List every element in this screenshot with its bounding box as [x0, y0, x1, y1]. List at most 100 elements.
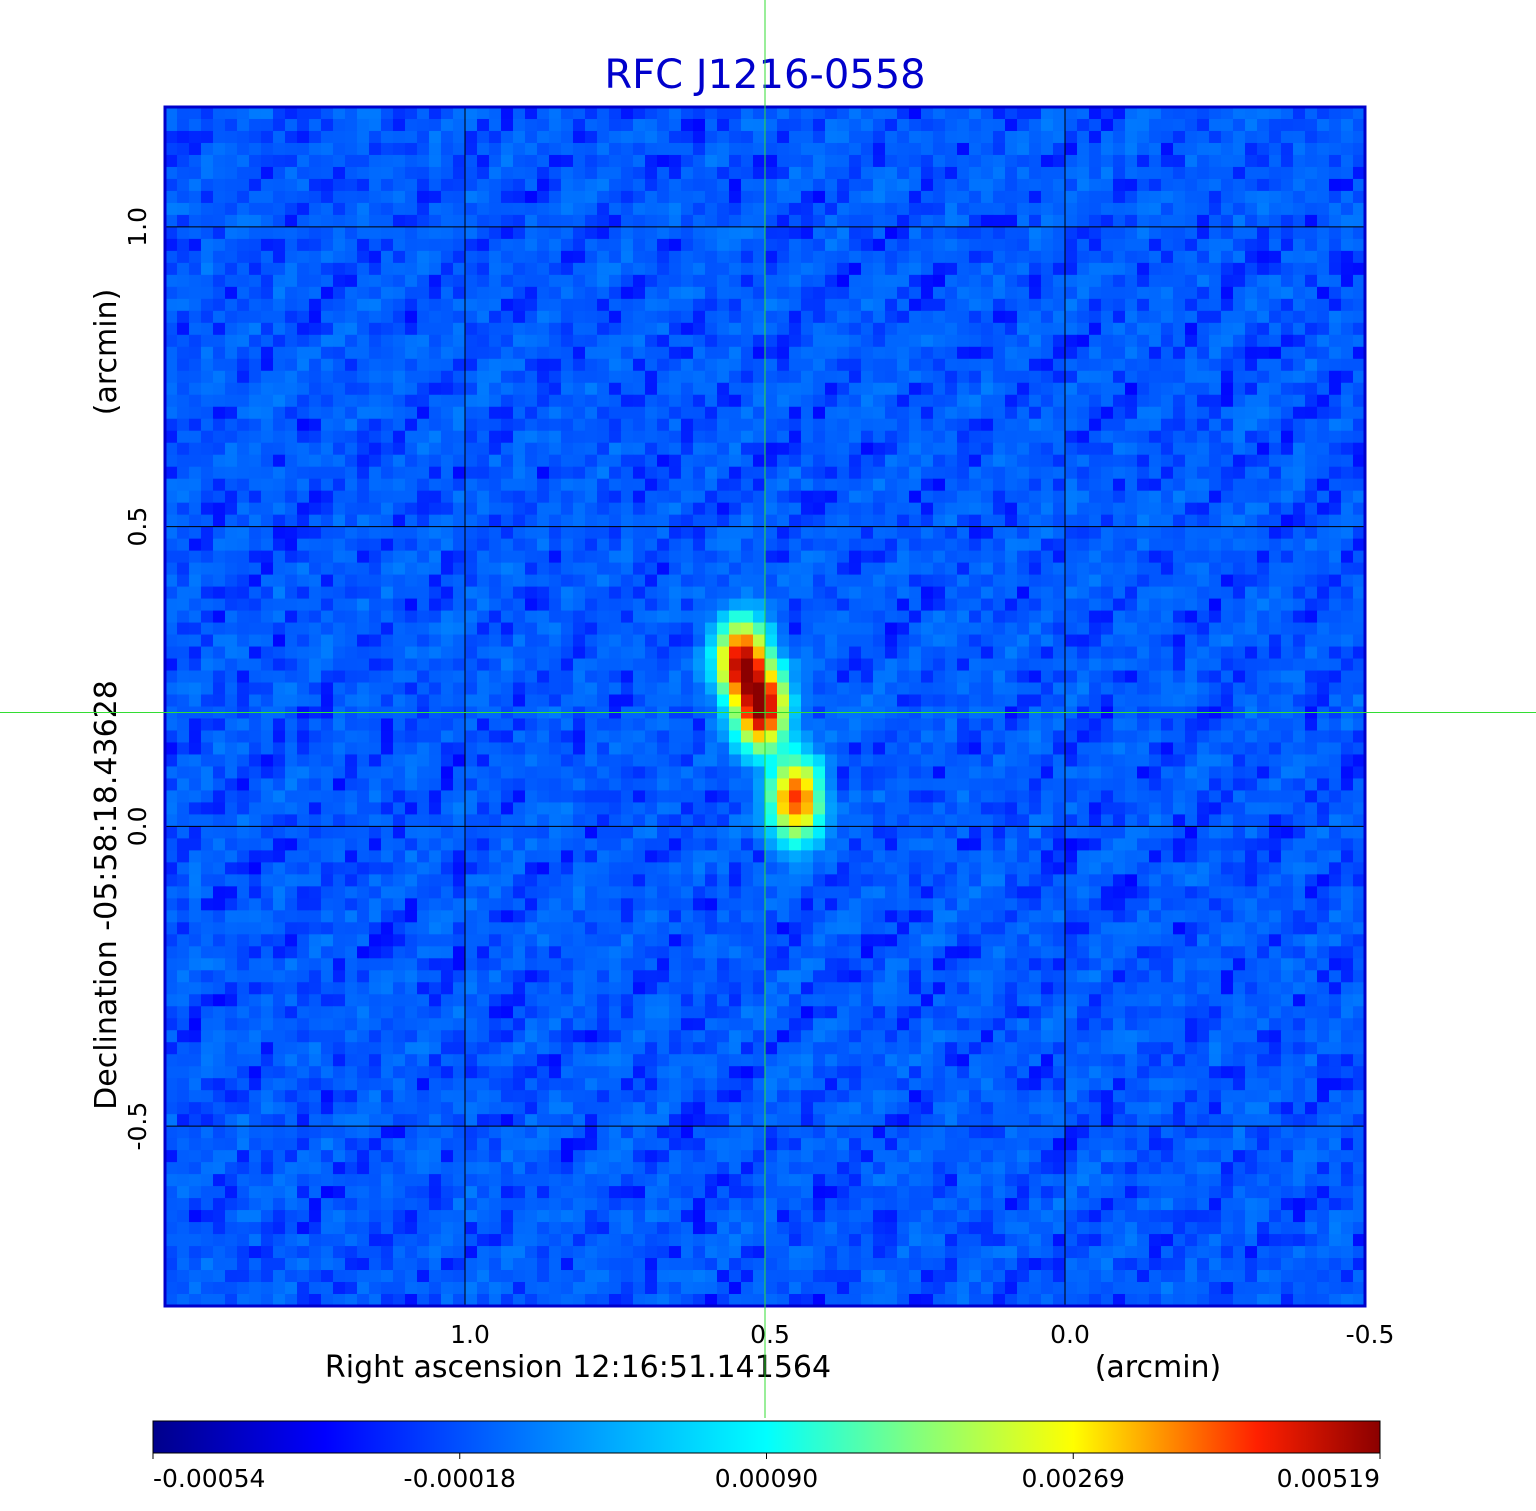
map-pixel [261, 430, 274, 444]
map-pixel [297, 526, 310, 540]
map-pixel [597, 358, 610, 372]
map-pixel [537, 562, 550, 576]
map-pixel [765, 298, 778, 312]
map-pixel [489, 214, 502, 228]
map-pixel [549, 454, 562, 468]
map-pixel [573, 526, 586, 540]
map-pixel [1113, 202, 1126, 216]
map-pixel [801, 454, 814, 468]
map-pixel [681, 658, 694, 672]
map-pixel [357, 214, 370, 228]
map-pixel [669, 226, 682, 240]
map-pixel [849, 682, 862, 696]
map-pixel [669, 130, 682, 144]
map-pixel [441, 526, 454, 540]
map-pixel [465, 226, 478, 240]
map-pixel [669, 454, 682, 468]
map-pixel [1113, 190, 1126, 204]
map-pixel [729, 442, 742, 456]
map-pixel [549, 178, 562, 192]
map-pixel [1017, 430, 1030, 444]
map-pixel [645, 310, 658, 324]
map-pixel [597, 634, 610, 648]
map-pixel [249, 262, 262, 276]
map-pixel [957, 682, 970, 696]
map-pixel [621, 382, 634, 396]
map-pixel [249, 526, 262, 540]
map-pixel [813, 454, 826, 468]
map-pixel [717, 262, 730, 276]
map-pixel [765, 274, 778, 288]
map-pixel [777, 214, 790, 228]
map-pixel [705, 394, 718, 408]
map-pixel [825, 598, 838, 612]
map-pixel [849, 550, 862, 564]
map-pixel [441, 250, 454, 264]
map-pixel [429, 274, 442, 288]
map-pixel [1137, 142, 1150, 156]
map-pixel [1257, 334, 1270, 348]
map-pixel [669, 538, 682, 552]
map-pixel [765, 538, 778, 552]
map-pixel [765, 130, 778, 144]
map-pixel [189, 202, 202, 216]
map-pixel [1341, 298, 1354, 312]
map-pixel [729, 274, 742, 288]
map-pixel [1137, 322, 1150, 336]
map-pixel [561, 214, 574, 228]
map-pixel [1029, 130, 1042, 144]
map-pixel [453, 514, 466, 528]
map-pixel [165, 262, 178, 276]
map-pixel [333, 622, 346, 636]
map-pixel [1029, 586, 1042, 600]
map-pixel [1281, 262, 1294, 276]
map-pixel [1053, 142, 1066, 156]
map-pixel [693, 262, 706, 276]
map-pixel [813, 358, 826, 372]
map-pixel [381, 502, 394, 516]
map-pixel [1089, 622, 1102, 636]
map-pixel [513, 214, 526, 228]
map-pixel [705, 334, 718, 348]
map-pixel [789, 442, 802, 456]
map-pixel [645, 502, 658, 516]
map-pixel [585, 550, 598, 564]
map-pixel [849, 430, 862, 444]
map-pixel [789, 238, 802, 252]
map-pixel [1125, 574, 1138, 588]
map-pixel [165, 214, 178, 228]
map-pixel [825, 166, 838, 180]
map-pixel [1353, 394, 1366, 408]
map-pixel [825, 238, 838, 252]
map-pixel [213, 226, 226, 240]
map-pixel [249, 610, 262, 624]
map-pixel [465, 502, 478, 516]
map-pixel [609, 166, 622, 180]
map-pixel [381, 334, 394, 348]
map-pixel [993, 562, 1006, 576]
map-pixel [945, 430, 958, 444]
map-pixel [621, 238, 634, 252]
map-pixel [1089, 334, 1102, 348]
map-pixel [237, 358, 250, 372]
map-pixel [597, 682, 610, 696]
map-pixel [237, 238, 250, 252]
map-pixel [1269, 574, 1282, 588]
map-pixel [285, 382, 298, 396]
map-pixel [369, 322, 382, 336]
map-pixel [393, 382, 406, 396]
map-pixel [885, 622, 898, 636]
map-pixel [993, 310, 1006, 324]
map-pixel [465, 370, 478, 384]
map-pixel [897, 406, 910, 420]
map-pixel [1317, 442, 1330, 456]
map-pixel [1125, 154, 1138, 168]
map-pixel [813, 418, 826, 432]
map-pixel [1029, 250, 1042, 264]
map-pixel [645, 610, 658, 624]
map-pixel [285, 646, 298, 660]
map-pixel [177, 226, 190, 240]
map-pixel [381, 490, 394, 504]
map-pixel [609, 202, 622, 216]
map-pixel [993, 154, 1006, 168]
